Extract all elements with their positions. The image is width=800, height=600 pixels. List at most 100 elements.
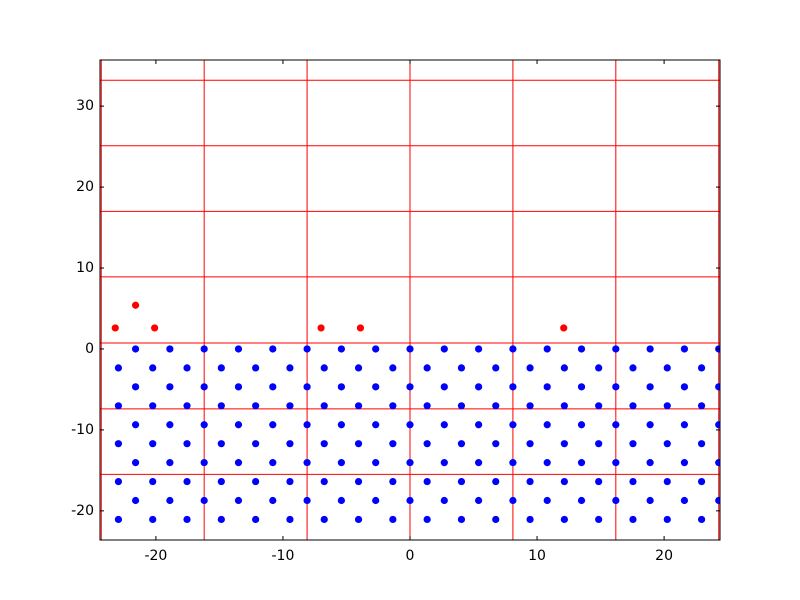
point — [697, 402, 706, 410]
point — [252, 515, 260, 524]
x-tick-label: 20 — [655, 548, 673, 564]
point — [320, 402, 328, 410]
point — [715, 421, 720, 429]
point — [303, 383, 311, 391]
point — [560, 324, 568, 332]
point — [663, 402, 671, 410]
point — [629, 402, 637, 410]
point — [356, 324, 365, 332]
point — [234, 459, 243, 467]
point — [131, 345, 140, 353]
point — [354, 477, 363, 486]
point — [217, 515, 225, 524]
point — [475, 383, 483, 391]
point — [114, 402, 123, 410]
point — [595, 440, 603, 448]
point — [560, 515, 568, 524]
point — [715, 383, 720, 391]
point — [183, 477, 191, 486]
point — [475, 345, 483, 353]
point — [543, 345, 551, 353]
point — [457, 477, 466, 486]
point — [303, 345, 311, 353]
x-tick-label: 0 — [406, 548, 415, 564]
point — [423, 402, 431, 410]
point — [612, 459, 620, 467]
point — [492, 515, 500, 524]
point — [234, 383, 243, 391]
point — [509, 345, 517, 353]
point — [492, 440, 500, 448]
point — [354, 440, 363, 448]
point — [492, 402, 500, 410]
point — [337, 496, 345, 505]
point — [354, 402, 363, 410]
point — [629, 515, 637, 524]
y-tick-label: 30 — [76, 98, 94, 114]
point — [389, 515, 397, 524]
point — [663, 477, 671, 486]
point — [114, 515, 123, 524]
point — [131, 421, 140, 429]
point — [423, 440, 431, 448]
point — [389, 402, 397, 410]
point — [320, 364, 328, 372]
point — [646, 421, 654, 429]
x-tick-label: 10 — [528, 548, 546, 564]
point — [680, 383, 689, 391]
point — [577, 345, 586, 353]
point — [440, 459, 448, 467]
point — [526, 364, 534, 372]
point — [269, 459, 277, 467]
point — [286, 477, 294, 486]
point — [457, 402, 466, 410]
point — [286, 440, 294, 448]
point — [680, 345, 689, 353]
point — [149, 402, 157, 410]
point — [337, 345, 345, 353]
point — [389, 364, 397, 372]
point — [183, 402, 191, 410]
point — [183, 515, 191, 524]
point — [372, 421, 380, 429]
point — [543, 383, 551, 391]
point — [151, 324, 159, 332]
point — [440, 383, 448, 391]
point — [663, 440, 671, 448]
point — [269, 496, 277, 505]
point — [269, 383, 277, 391]
point — [252, 402, 260, 410]
point — [680, 421, 689, 429]
point — [372, 459, 380, 467]
point — [697, 440, 706, 448]
point — [149, 477, 157, 486]
point — [629, 440, 637, 448]
point — [252, 477, 260, 486]
point — [166, 421, 174, 429]
point — [560, 364, 568, 372]
point — [663, 364, 671, 372]
point — [543, 496, 551, 505]
point — [303, 459, 311, 467]
point — [217, 477, 225, 486]
point — [697, 515, 706, 524]
point — [509, 496, 517, 505]
point — [354, 364, 363, 372]
point — [577, 383, 586, 391]
point — [114, 477, 123, 486]
point — [646, 383, 654, 391]
point — [131, 496, 140, 505]
point — [577, 459, 586, 467]
point — [612, 496, 620, 505]
point — [320, 515, 328, 524]
point — [612, 421, 620, 429]
point — [389, 440, 397, 448]
point — [406, 383, 414, 391]
point — [526, 440, 534, 448]
point — [406, 345, 414, 353]
point — [543, 459, 551, 467]
point — [303, 496, 311, 505]
point — [697, 477, 706, 486]
point — [543, 421, 551, 429]
